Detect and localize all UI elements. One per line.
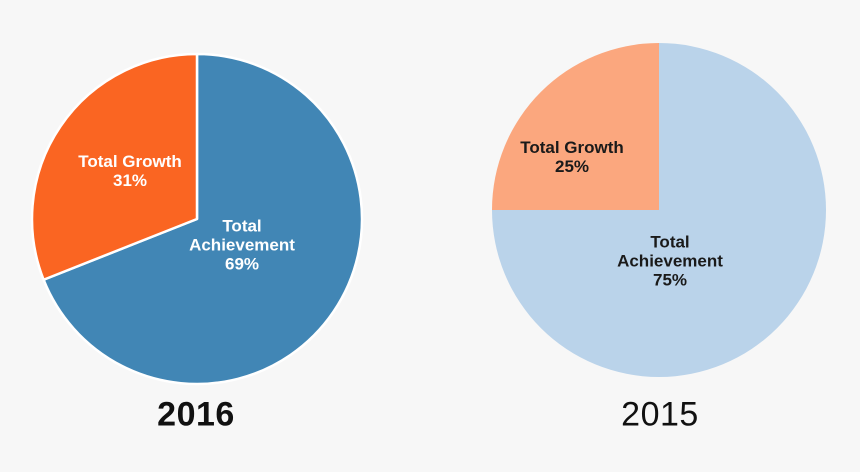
chart-title-2015: 2015	[621, 395, 699, 434]
pie-chart-2016	[30, 52, 364, 386]
pie-slice-2015-total-growth	[492, 43, 659, 210]
pie-chart-2015	[492, 43, 826, 377]
pie-slice-2016-total-achievement	[42, 52, 364, 386]
pie-slice-2016-total-growth	[30, 52, 199, 281]
chart-title-2016: 2016	[157, 395, 235, 434]
